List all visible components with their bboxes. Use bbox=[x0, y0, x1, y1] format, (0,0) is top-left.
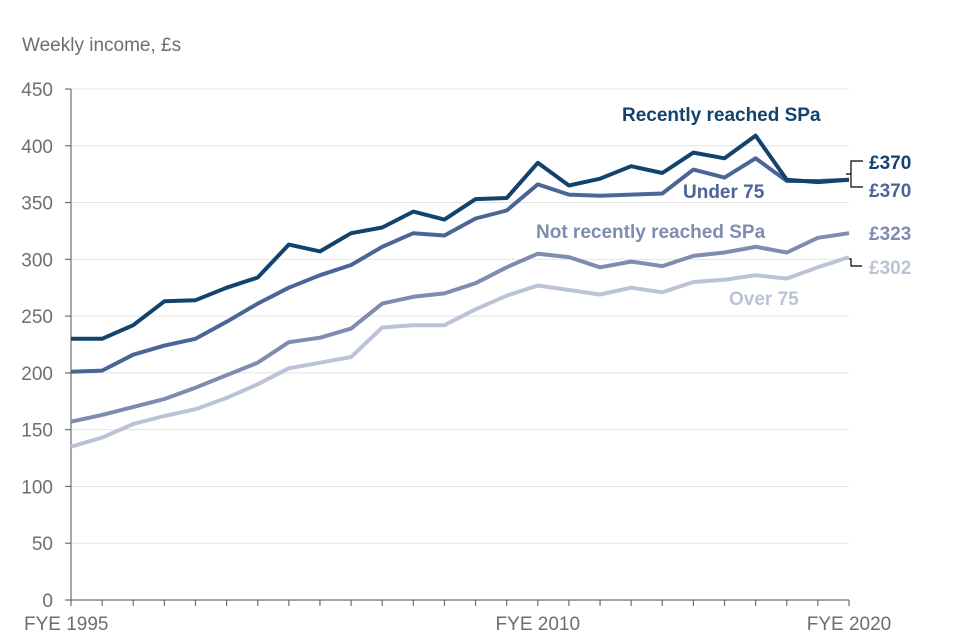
x-axis-ticks: FYE 1995 FYE 2010 FYE 2020 bbox=[24, 600, 891, 635]
series-label-recently-reached-spa: Recently reached SPa bbox=[622, 105, 821, 126]
y-tick-label: 50 bbox=[32, 534, 53, 555]
y-tick-label: 200 bbox=[21, 364, 53, 385]
end-label-bracket bbox=[846, 160, 863, 188]
y-tick-label: 250 bbox=[21, 307, 53, 328]
series-label-not-recently-reached-spa: Not recently reached SPa bbox=[536, 222, 766, 243]
end-label-recently-reached-spa: £370 bbox=[869, 153, 911, 174]
x-tick-label: FYE 2010 bbox=[496, 614, 581, 635]
series-label-under-75: Under 75 bbox=[683, 182, 765, 203]
series-line-under-75 bbox=[70, 156, 850, 374]
x-tick-label: FYE 1995 bbox=[24, 614, 109, 635]
series-line-over-75 bbox=[70, 255, 850, 449]
series-line-recently-reached-spa bbox=[71, 133, 850, 341]
y-axis-title: Weekly income, £s bbox=[22, 35, 181, 56]
end-label-under-75: £370 bbox=[869, 181, 911, 202]
y-tick-label: 450 bbox=[21, 80, 53, 101]
end-label-connector-over-75 bbox=[849, 258, 862, 267]
y-tick-label: 0 bbox=[42, 591, 53, 612]
series-line-not-recently-reached-spa bbox=[70, 231, 850, 424]
y-tick-label: 100 bbox=[21, 477, 53, 498]
y-tick-label: 300 bbox=[21, 250, 53, 271]
series-lines bbox=[70, 133, 850, 449]
end-label-over-75: £302 bbox=[869, 258, 911, 279]
x-tick-label: FYE 2020 bbox=[807, 614, 892, 635]
y-axis-ticks: 0 50 100 150 200 250 300 350 400 450 bbox=[21, 80, 71, 612]
end-label-not-recently-reached-spa: £323 bbox=[869, 224, 911, 245]
y-tick-label: 350 bbox=[21, 194, 53, 215]
series-label-over-75: Over 75 bbox=[729, 289, 799, 310]
y-tick-label: 150 bbox=[21, 421, 53, 442]
y-tick-label: 400 bbox=[21, 137, 53, 158]
